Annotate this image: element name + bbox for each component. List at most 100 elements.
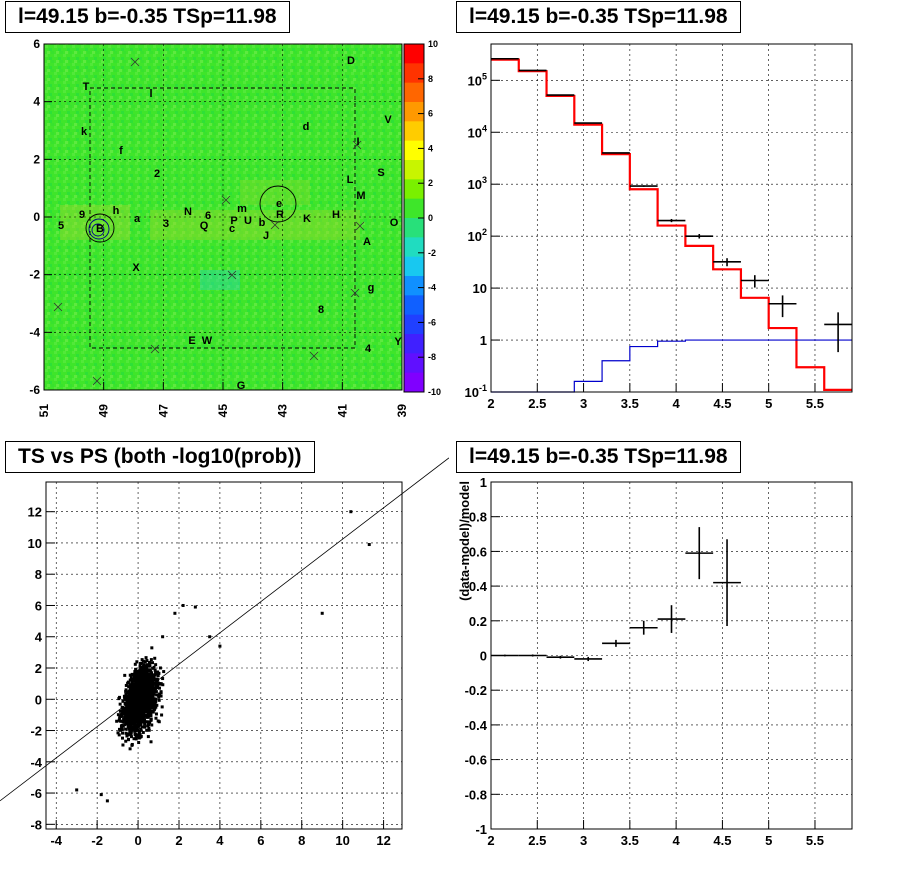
scatter-point	[153, 656, 157, 660]
skymap-source-label: 5	[58, 220, 64, 232]
scatter-point	[140, 658, 144, 662]
scatter-y-ticklabel: 6	[35, 598, 42, 613]
skymap-source-label: U	[244, 215, 252, 227]
scatter-point	[154, 697, 158, 701]
scatter-point	[127, 691, 131, 695]
scatter-point	[116, 713, 120, 717]
scatter-x-ticklabel: 6	[257, 833, 264, 848]
scatter-point	[145, 674, 149, 678]
spectrum-title: l=49.15 b=-0.35 TSp=11.98	[456, 1, 741, 33]
scatter-point	[135, 660, 139, 664]
scatter-point	[126, 696, 130, 700]
scatter-point	[139, 727, 143, 731]
scatter-point	[126, 706, 130, 710]
skymap-source-label: R	[276, 209, 284, 221]
scatter-point	[119, 709, 123, 713]
scatter-point	[154, 690, 158, 694]
scatter-x-ticklabel: 4	[216, 833, 224, 848]
scatter-point	[124, 692, 128, 696]
scatter-y-ticklabel: -8	[30, 817, 42, 832]
scatter-point	[121, 731, 125, 735]
scatter-point	[149, 711, 153, 715]
colorbar-ticklabel: 4	[428, 143, 433, 153]
scatter-point	[124, 689, 128, 693]
scatter-point	[137, 674, 141, 678]
scatter-point	[151, 681, 155, 685]
skymap-cross-marker	[130, 57, 140, 67]
skymap-source-label: O	[390, 217, 399, 229]
residual-x-ticklabel: 5.5	[806, 833, 824, 848]
skymap-source-label: E	[188, 335, 195, 347]
scatter-point	[156, 693, 160, 697]
skymap-source-label: 9	[79, 209, 85, 221]
scatter-point	[75, 788, 79, 792]
scatter-point	[128, 747, 132, 751]
scatter-point	[149, 703, 153, 707]
scatter-point	[128, 694, 132, 698]
scatter-point	[149, 740, 153, 744]
skymap-source-label: X	[132, 262, 140, 274]
scatter-point	[157, 698, 161, 702]
residual-y-ticklabel: 0.2	[469, 614, 487, 629]
skymap-y-ticklabel: -6	[29, 383, 40, 397]
residual-x-ticklabel: 2.5	[528, 833, 546, 848]
scatter-point	[218, 644, 222, 648]
spectrum-x-ticklabel: 3	[580, 396, 587, 411]
skymap-source-label: D	[347, 55, 355, 67]
scatter-point	[130, 728, 134, 732]
scatter-x-ticklabel: -2	[91, 833, 103, 848]
scatter-point	[147, 728, 151, 732]
scatter-point	[130, 712, 134, 716]
scatter-point	[130, 685, 134, 689]
skymap-source-label: a	[134, 213, 141, 225]
scatter-point	[149, 714, 153, 718]
scatter-point	[133, 709, 137, 713]
spectrum-component-line	[491, 339, 852, 393]
scatter-y-ticklabel: 12	[28, 505, 42, 520]
residual-panel: 2 2.5 3 3.5 4 4.5 5 5.5 1 0.8 0.6 0.4 0.2 0 -0.2 -0.4 -0…	[449, 437, 898, 875]
scatter-point	[140, 674, 144, 678]
residual-y-ticklabel: 0.4	[469, 579, 488, 594]
scatter-point	[129, 717, 133, 721]
scatter-point	[138, 672, 142, 676]
residual-y-axis-label: (data-model)/model	[457, 481, 472, 601]
scatter-point	[137, 704, 141, 708]
skymap-source-label: B	[96, 223, 104, 235]
scatter-point	[126, 725, 130, 729]
scatter-point	[141, 685, 145, 689]
skymap-source-label: m	[237, 203, 247, 215]
skymap-title: l=49.15 b=-0.35 TSp=11.98	[5, 1, 290, 33]
scatter-point	[130, 742, 134, 746]
scatter-point	[181, 603, 185, 607]
colorbar-cell	[404, 179, 424, 200]
scatter-point	[141, 672, 145, 676]
scatter-point	[157, 720, 161, 724]
scatter-point	[138, 691, 142, 695]
spectrum-y-ticklabel: 105	[468, 71, 487, 88]
scatter-point	[124, 683, 128, 687]
scatter-point	[131, 696, 135, 700]
scatter-point	[118, 695, 122, 699]
scatter-point	[119, 719, 123, 723]
scatter-point	[134, 713, 138, 717]
scatter-point	[153, 668, 157, 672]
scatter-point	[123, 673, 127, 677]
scatter-x-ticklabel: 0	[134, 833, 141, 848]
scatter-point	[154, 684, 158, 688]
skymap-x-ticklabel: 49	[97, 404, 111, 418]
scatter-point	[149, 718, 153, 722]
scatter-point	[149, 674, 153, 678]
scatter-point	[146, 703, 150, 707]
skymap-cross-marker	[352, 140, 362, 150]
spectrum-x-ticklabel: 5	[765, 396, 772, 411]
scatter-point	[137, 723, 141, 727]
scatter-point-cloud	[75, 510, 371, 803]
scatter-point	[133, 702, 137, 706]
skymap-cross-marker	[150, 344, 160, 354]
skymap-source-label: V	[384, 114, 392, 126]
skymap-x-ticklabel: 41	[335, 404, 349, 418]
scatter-point	[135, 728, 139, 732]
scatter-point	[128, 701, 132, 705]
colorbar-cell	[404, 198, 424, 219]
scatter-point	[134, 733, 138, 737]
